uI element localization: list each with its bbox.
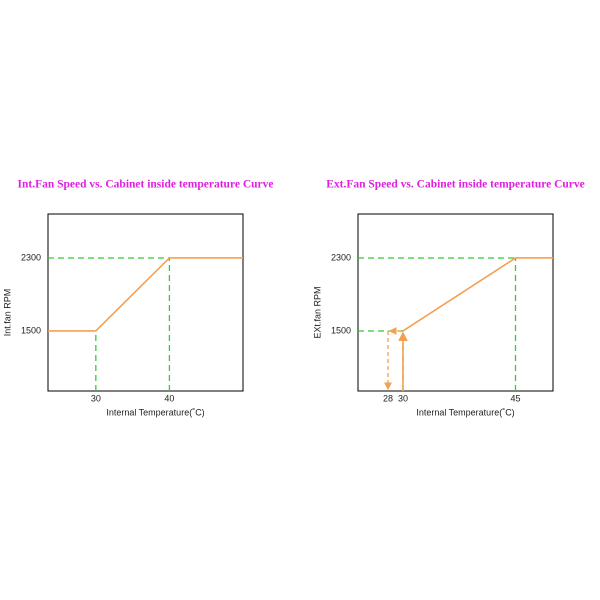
y-tick-label: 2300 xyxy=(21,252,41,262)
plot-frame xyxy=(357,213,554,392)
x-tick-label: 28 xyxy=(383,393,393,403)
y-tick-label: 1500 xyxy=(21,325,41,335)
data-line xyxy=(48,257,243,332)
chart-title: Ext.Fan Speed vs. Cabinet inside tempera… xyxy=(326,179,585,191)
plot-frame xyxy=(47,213,244,392)
x-axis-label: Internal Temperature(˚C) xyxy=(416,407,514,417)
x-tick-label: 40 xyxy=(164,393,174,403)
y-tick-label: 2300 xyxy=(331,252,351,262)
y-tick-label: 1500 xyxy=(331,325,351,335)
x-tick-label: 30 xyxy=(91,393,101,403)
x-tick-label: 45 xyxy=(510,393,520,403)
x-tick-label: 30 xyxy=(398,393,408,403)
chart-title: Int.Fan Speed vs. Cabinet inside tempera… xyxy=(18,179,274,191)
y-axis-label: Int.fan RPM xyxy=(2,289,12,337)
x-axis-label: Internal Temperature(˚C) xyxy=(106,407,204,417)
data-line xyxy=(402,257,553,332)
y-axis-label: EXt.fan RPM xyxy=(312,286,322,338)
